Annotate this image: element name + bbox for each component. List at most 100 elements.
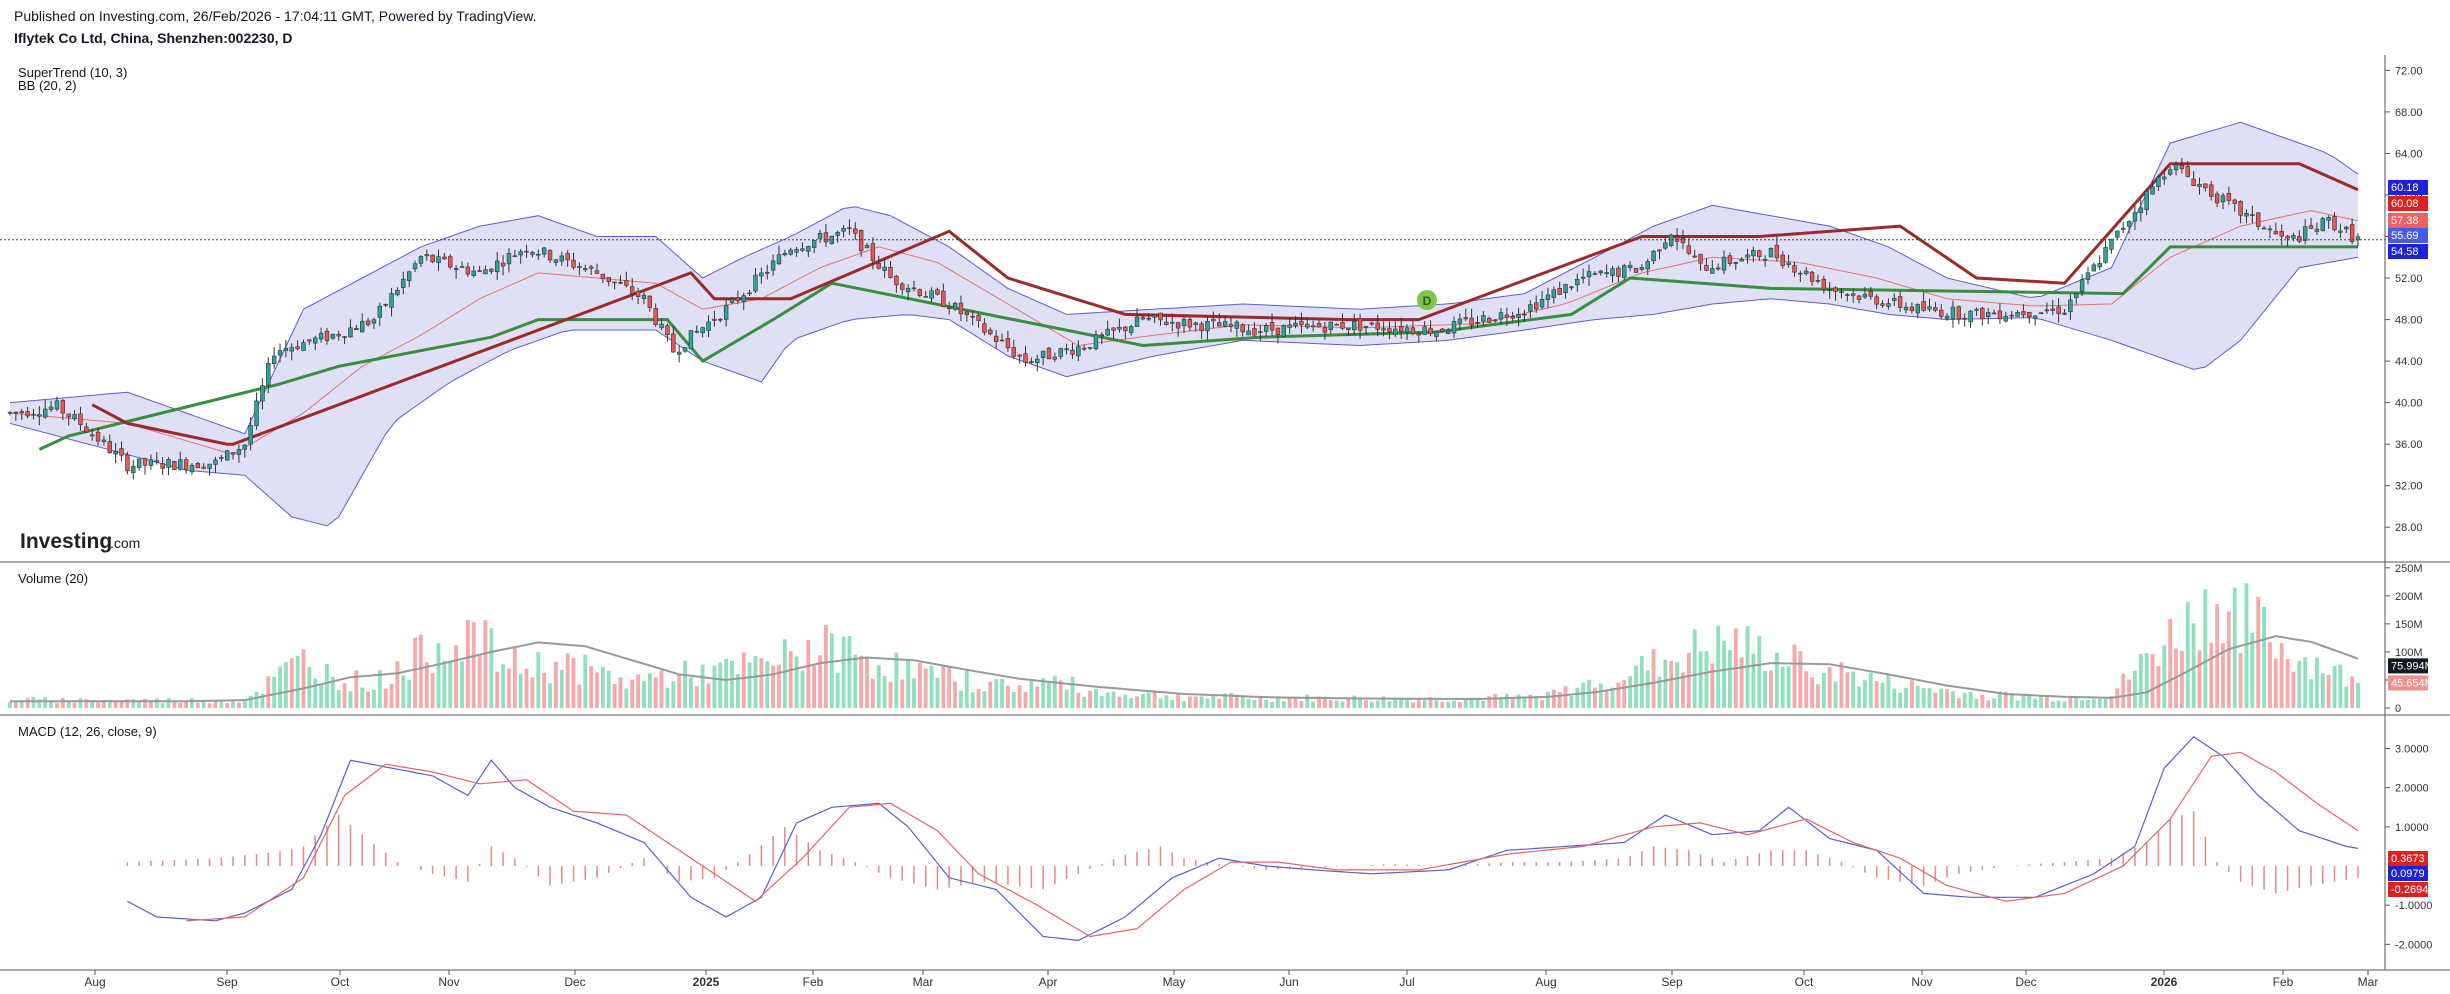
time-tick-label: Dec xyxy=(564,975,585,989)
candle-body-up xyxy=(1862,293,1868,298)
volume-bar-up xyxy=(31,697,36,708)
candle-body-up xyxy=(682,347,688,352)
volume-bar-down xyxy=(418,634,423,708)
volume-bar-up xyxy=(460,661,464,708)
volume-bar-down xyxy=(653,677,658,708)
candle xyxy=(2109,238,2114,254)
volume-bar-down xyxy=(1005,685,1010,708)
candle-body-up xyxy=(359,320,365,333)
candle-body-down xyxy=(735,297,741,302)
volume-bar-up xyxy=(2262,606,2266,708)
candle xyxy=(2144,189,2149,216)
candle xyxy=(471,265,476,278)
candle xyxy=(125,451,130,475)
candle xyxy=(723,300,729,327)
candle xyxy=(2126,220,2132,234)
time-tick-label: Dec xyxy=(2015,975,2036,989)
candle xyxy=(1035,354,1040,372)
candle-body-down xyxy=(2179,165,2185,170)
candle-body-down xyxy=(489,268,494,272)
volume-bar-up xyxy=(1998,691,2002,708)
candle xyxy=(1029,357,1034,365)
candle xyxy=(2091,262,2097,272)
candle-body-down xyxy=(19,411,24,413)
candle-body-down xyxy=(1052,356,1058,360)
candle xyxy=(1974,307,1979,317)
candle xyxy=(442,252,447,260)
volume-bar-up xyxy=(835,672,840,708)
candle xyxy=(1310,320,1316,332)
volume-bar-up xyxy=(407,679,412,708)
volume-bar-up xyxy=(1698,651,1703,708)
candle-body-up xyxy=(1498,312,1504,320)
volume-bar-up xyxy=(2344,686,2349,708)
candle xyxy=(1821,275,1827,294)
macd-tick-label: 2.0000 xyxy=(2395,783,2429,795)
candle-body-down xyxy=(1962,317,1967,320)
candle-body-down xyxy=(1939,309,1944,317)
volume-bar-down xyxy=(888,681,893,708)
event-marker-dividend[interactable]: D xyxy=(1417,290,1437,310)
candle xyxy=(794,246,799,257)
volume-bar-down xyxy=(1563,686,1568,708)
candle xyxy=(2191,171,2196,187)
volume-bar-up xyxy=(1446,701,1451,708)
candle xyxy=(1058,347,1063,360)
volume-bar-up xyxy=(2091,699,2096,708)
candle xyxy=(1281,324,1286,337)
volume-bar-down xyxy=(471,622,476,708)
candle xyxy=(1651,250,1656,264)
candle-body-down xyxy=(1757,250,1762,257)
volume-bar-up xyxy=(1663,659,1668,708)
volume-bar-up xyxy=(1381,696,1386,708)
candle-body-up xyxy=(1328,321,1333,331)
candle-body-up xyxy=(741,295,746,302)
candle-body-up xyxy=(1733,262,1738,264)
candle xyxy=(770,254,776,276)
candle-body-down xyxy=(1252,328,1257,336)
candle xyxy=(166,457,171,476)
volume-bar-up xyxy=(841,636,846,708)
volume-bar-up xyxy=(959,690,963,708)
candle-body-down xyxy=(982,323,987,333)
candle-body-up xyxy=(1281,325,1286,337)
candle xyxy=(2214,191,2220,208)
candle xyxy=(1604,264,1609,278)
candle xyxy=(2250,205,2255,224)
candle-body-up xyxy=(512,255,518,258)
candle xyxy=(1739,256,1744,262)
candle-body-down xyxy=(1011,347,1016,357)
candle-body-down xyxy=(1897,296,1903,308)
candle xyxy=(2320,216,2325,232)
candle-body-up xyxy=(248,425,253,445)
candle xyxy=(1616,265,1621,282)
candle-body-up xyxy=(1827,289,1832,291)
candle-body-up xyxy=(1451,321,1457,334)
candle-body-up xyxy=(559,255,564,262)
candle xyxy=(1211,311,1216,329)
volume-bar-up xyxy=(912,678,916,708)
volume-bar-down xyxy=(483,620,488,708)
time-axis[interactable]: Aug Sep Oct Nov Dec 2025 Feb Mar Apr May Jun Jul Aug… xyxy=(84,970,2378,989)
volume-bar-down xyxy=(102,699,106,708)
volume-bar-up xyxy=(272,676,277,708)
candle-body-up xyxy=(1234,321,1240,329)
candle-body-down xyxy=(1070,349,1075,355)
volume-bar-down xyxy=(1017,685,1022,708)
volume-bar-down xyxy=(1792,644,1797,708)
volume-bar-up xyxy=(600,666,605,708)
candle xyxy=(2003,311,2009,323)
candle xyxy=(1328,321,1333,335)
volume-bar-up xyxy=(671,681,676,708)
price-tick-label: 32.00 xyxy=(2395,481,2423,493)
candle-body-down xyxy=(1199,323,1204,332)
candle-body-up xyxy=(72,414,77,419)
candle xyxy=(1622,263,1627,281)
candle-body-up xyxy=(1739,259,1744,262)
volume-bar-down xyxy=(1798,651,1803,708)
volume-bar-down xyxy=(60,697,65,708)
volume-label: Volume (20) xyxy=(18,571,88,586)
candle xyxy=(1921,292,1926,312)
candle-body-up xyxy=(1105,328,1110,336)
